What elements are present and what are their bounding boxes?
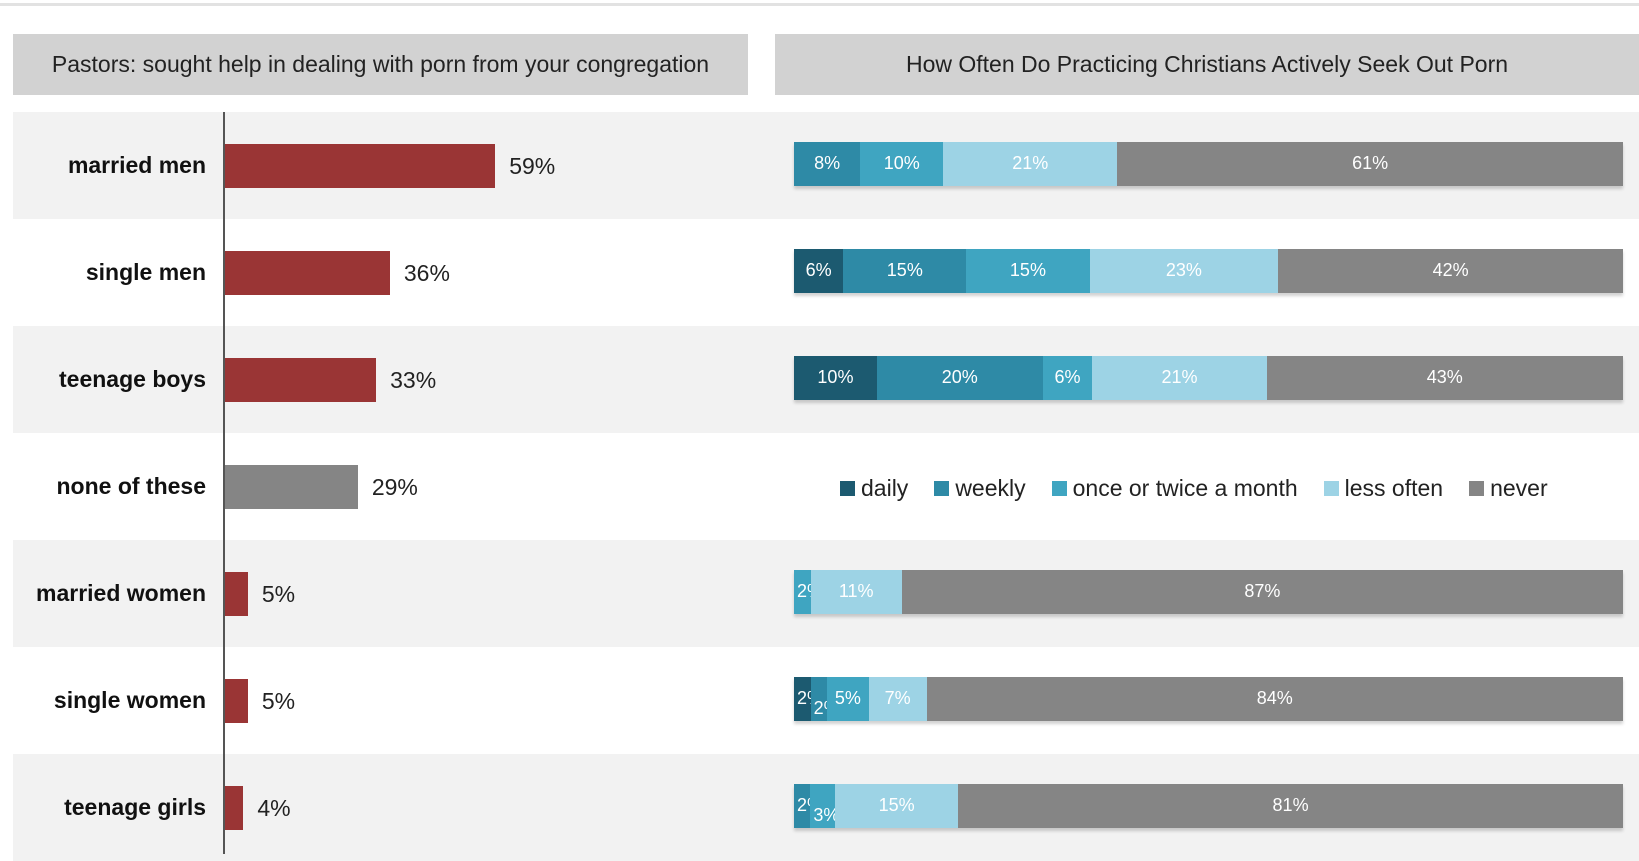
segment-label: 10%: [817, 367, 854, 387]
segment-label: 15%: [878, 795, 915, 815]
segment-less-often: 21%: [943, 141, 1118, 186]
data-label: 4%: [257, 794, 291, 821]
segment-label: 15%: [886, 260, 923, 280]
legend-label: never: [1490, 474, 1548, 501]
stacked-bar-single-men: 6% 15% 15% 23% 42%: [794, 248, 1624, 293]
segment-less-often: 7%: [868, 676, 927, 721]
legend-label: weekly: [955, 474, 1026, 501]
segment-label: 15%: [1009, 260, 1046, 280]
segment-once-or-twice-a-month: 10%: [860, 141, 944, 186]
data-label: 29%: [371, 473, 418, 500]
stacked-bar-married-men: 8% 10% 21% 61%: [794, 141, 1623, 186]
legend-item-less-often: less often: [1323, 474, 1444, 502]
segment-weekly: 8%: [794, 141, 861, 186]
segment-never: 61%: [1117, 141, 1623, 186]
segment-label: 42%: [1432, 260, 1469, 280]
stacked-bar-married-women: 2% 11% 87%: [794, 569, 1623, 614]
segment-never: 42%: [1278, 248, 1624, 293]
segment-label: 20%: [941, 367, 978, 387]
segment-label: 2%: [811, 697, 840, 721]
top-rule: [0, 3, 1639, 6]
segment-less-often: 15%: [835, 783, 959, 828]
segment-label: 81%: [1272, 795, 1309, 815]
segment-label: 61%: [1352, 153, 1389, 173]
left-chart-title: Pastors: sought help in dealing with por…: [13, 34, 748, 95]
segment-never: 81%: [958, 783, 1623, 828]
segment-once-or-twice-a-month: 5%: [827, 676, 869, 721]
segment-weekly: 2%: [794, 783, 823, 828]
stacked-bar-teenage-girls: 2%3% 15% 81%: [794, 783, 1623, 828]
segment-label: 2%: [794, 784, 823, 828]
category-label: single men: [85, 259, 206, 285]
segment-label: 21%: [1161, 367, 1198, 387]
segment-never: 87%: [901, 569, 1623, 614]
legend-label: daily: [861, 474, 909, 501]
legend-swatch: [1051, 480, 1067, 496]
segment-less-often: 21%: [1092, 355, 1267, 400]
segment-never: 84%: [926, 676, 1623, 721]
segment-label: 21%: [1012, 153, 1049, 173]
segment-label: 8%: [814, 153, 841, 173]
bar-single-men: [225, 250, 390, 295]
segment-label: 7%: [884, 688, 911, 708]
legend-swatch: [934, 480, 950, 496]
data-label: 5%: [261, 687, 296, 714]
stacked-bar-single-women: 2%2%5%7%84%: [794, 676, 1623, 721]
category-label: single women: [53, 687, 206, 713]
legend-item-once-or-twice-a-month: once or twice a month: [1051, 474, 1298, 502]
segment-label: 84%: [1256, 688, 1293, 708]
category-label: married women: [36, 580, 206, 606]
segment-label: 23%: [1165, 260, 1202, 280]
legend-item-never: never: [1469, 475, 1548, 502]
data-label: 59%: [509, 152, 556, 179]
segment-label: 6%: [1054, 367, 1081, 387]
segment-once-or-twice-a-month: 6%: [1042, 355, 1093, 400]
legend-label: less often: [1344, 474, 1444, 501]
bar-married-men: [225, 143, 496, 188]
segment-never: 43%: [1266, 355, 1623, 400]
category-label: married men: [67, 152, 206, 178]
data-label: 5%: [261, 580, 296, 607]
segment-less-often: 11%: [810, 569, 902, 614]
segment-label: 3%: [813, 805, 840, 825]
bar-teenage-girls: [225, 785, 244, 830]
segment-weekly: 15%: [843, 248, 967, 293]
legend-swatch: [840, 480, 855, 496]
legend-swatch: [1323, 480, 1339, 496]
category-label: none of these: [56, 473, 206, 499]
data-label: 33%: [390, 366, 437, 393]
segment-label: 2%: [794, 677, 823, 721]
bar-none-of-these: [225, 464, 358, 509]
segment-less-often: 23%: [1089, 248, 1279, 293]
segment-label: 43%: [1426, 367, 1463, 387]
segment-daily: 6%: [794, 248, 844, 293]
segment-weekly: 20%: [876, 355, 1043, 400]
segment-daily: 10%: [794, 355, 877, 400]
legend-label: once or twice a month: [1072, 474, 1298, 501]
legend-item-daily: daily: [840, 475, 908, 502]
bar-married-women: [225, 571, 248, 616]
data-label: 36%: [403, 259, 450, 286]
segment-label: 2%: [794, 570, 823, 614]
segment-label: 11%: [838, 581, 874, 601]
segment-weekly: 2%: [810, 676, 840, 721]
segment-once-or-twice-a-month: 15%: [966, 248, 1090, 293]
segment-label: 87%: [1244, 581, 1281, 601]
legend-swatch: [1469, 480, 1485, 496]
stacked-bar-teenage-boys: 10% 20% 6% 21% 43%: [794, 355, 1623, 400]
segment-once-or-twice-a-month: 2%: [794, 569, 823, 614]
right-chart-title: How Often Do Practicing Christians Activ…: [775, 34, 1639, 95]
bar-single-women: [225, 678, 248, 723]
segment-label: 6%: [805, 260, 832, 280]
segment-daily: 2%: [794, 676, 823, 721]
bar-teenage-boys: [225, 357, 377, 402]
segment-label: 5%: [834, 688, 861, 708]
category-label: teenage girls: [64, 794, 206, 820]
segment-label: 10%: [883, 153, 920, 173]
segment-once-or-twice-a-month: 3%: [810, 783, 840, 828]
category-label: teenage boys: [59, 366, 206, 392]
legend-item-weekly: weekly: [934, 474, 1026, 502]
left-chart-axis: [223, 112, 225, 854]
chart-legend: daily weekly once or twice a month less oft…: [840, 466, 1548, 510]
